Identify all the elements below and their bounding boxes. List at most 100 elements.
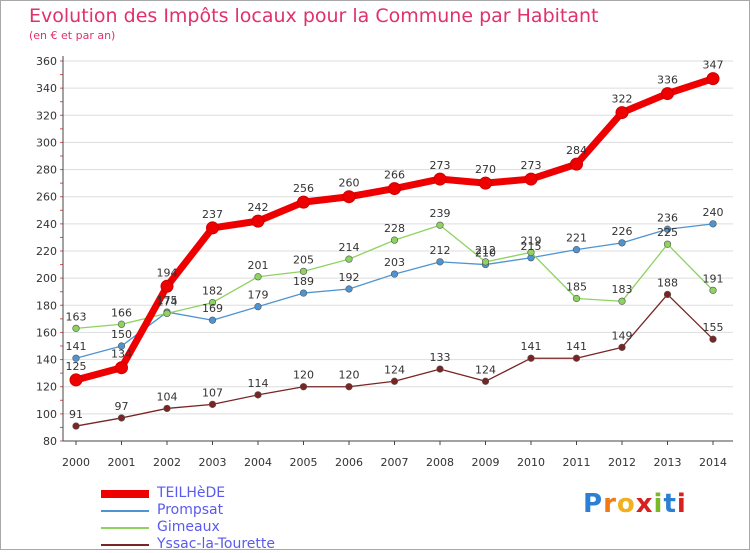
data-point bbox=[254, 273, 262, 281]
data-point bbox=[572, 354, 581, 362]
x-tick-label: 2004 bbox=[244, 456, 272, 469]
legend: TEILHèDE Prompsat Gimeaux Yssac-la-Tourette bbox=[101, 485, 321, 553]
data-label: 226 bbox=[612, 225, 633, 238]
chart-subtitle: (en € et par an) bbox=[29, 29, 116, 42]
x-tick-label: 2009 bbox=[472, 456, 500, 469]
data-label: 104 bbox=[157, 390, 178, 403]
data-point bbox=[479, 176, 492, 190]
data-label: 239 bbox=[430, 207, 451, 220]
data-label: 242 bbox=[248, 201, 269, 214]
legend-item: TEILHèDE bbox=[101, 485, 321, 502]
data-point bbox=[709, 286, 717, 294]
y-tick-label: 240 bbox=[36, 218, 57, 231]
y-tick-label: 360 bbox=[36, 55, 57, 68]
data-point bbox=[345, 255, 353, 263]
data-point bbox=[117, 320, 126, 328]
data-label: 347 bbox=[703, 59, 724, 72]
data-point bbox=[661, 87, 674, 101]
data-label: 212 bbox=[475, 244, 496, 257]
logo-letter: t bbox=[663, 489, 677, 519]
data-label: 114 bbox=[248, 377, 269, 390]
data-point bbox=[163, 404, 171, 413]
data-label: 141 bbox=[521, 340, 542, 353]
data-point bbox=[663, 240, 672, 248]
data-point bbox=[208, 316, 217, 324]
data-label: 124 bbox=[384, 363, 405, 376]
data-point bbox=[299, 289, 308, 297]
data-label: 237 bbox=[202, 208, 223, 221]
data-label: 273 bbox=[430, 159, 451, 172]
data-point bbox=[524, 172, 538, 186]
data-point bbox=[345, 383, 353, 391]
data-label: 182 bbox=[202, 285, 223, 298]
data-point bbox=[251, 214, 265, 228]
data-label: 225 bbox=[657, 226, 678, 239]
logo-letter: x bbox=[635, 489, 654, 519]
data-label: 228 bbox=[384, 222, 405, 235]
logo-letter: r bbox=[603, 489, 617, 519]
y-tick-label: 340 bbox=[36, 82, 57, 95]
data-label: 240 bbox=[703, 206, 724, 219]
x-tick-label: 2002 bbox=[153, 456, 181, 469]
data-label: 169 bbox=[202, 302, 223, 315]
legend-swatch bbox=[101, 510, 149, 512]
data-label: 134 bbox=[111, 348, 132, 361]
x-tick-label: 2014 bbox=[699, 456, 727, 469]
legend-swatch bbox=[101, 527, 149, 529]
x-tick-label: 2003 bbox=[199, 456, 227, 469]
data-label: 166 bbox=[111, 306, 132, 319]
data-label: 141 bbox=[566, 340, 587, 353]
data-label: 120 bbox=[339, 369, 360, 382]
data-label: 191 bbox=[703, 272, 724, 285]
data-label: 155 bbox=[703, 321, 724, 334]
data-point bbox=[208, 298, 217, 307]
data-point bbox=[390, 377, 399, 385]
data-point bbox=[615, 106, 629, 120]
data-label: 212 bbox=[430, 244, 451, 257]
data-point bbox=[254, 303, 262, 311]
data-label: 194 bbox=[157, 266, 178, 279]
y-tick-label: 220 bbox=[36, 245, 57, 258]
data-point bbox=[69, 373, 83, 387]
y-tick-label: 300 bbox=[36, 136, 57, 149]
data-point bbox=[206, 221, 219, 235]
x-tick-label: 2001 bbox=[108, 456, 136, 469]
series-line bbox=[75, 293, 714, 427]
data-point bbox=[436, 365, 444, 373]
y-tick-label: 160 bbox=[36, 326, 57, 339]
legend-label: Gimeaux bbox=[157, 519, 220, 535]
data-label: 270 bbox=[475, 163, 496, 176]
data-label: 260 bbox=[339, 177, 360, 190]
data-label: 175 bbox=[157, 294, 178, 307]
y-tick-label: 200 bbox=[36, 272, 57, 285]
data-point bbox=[570, 157, 583, 171]
data-label: 91 bbox=[69, 408, 83, 421]
y-tick-label: 320 bbox=[36, 109, 57, 122]
data-point bbox=[618, 297, 626, 305]
data-point bbox=[436, 221, 444, 229]
series-teilh-de bbox=[69, 72, 720, 387]
x-tick-label: 2006 bbox=[335, 456, 363, 469]
y-tick-label: 260 bbox=[36, 191, 57, 204]
data-point bbox=[572, 246, 581, 254]
logo-letter: P bbox=[583, 489, 604, 519]
data-point bbox=[709, 335, 717, 343]
data-point bbox=[388, 182, 401, 196]
y-tick-label: 80 bbox=[43, 435, 57, 448]
series-gimeaux bbox=[72, 221, 717, 332]
data-point bbox=[390, 236, 399, 244]
data-point bbox=[299, 267, 308, 275]
data-point bbox=[709, 220, 717, 228]
data-point bbox=[663, 290, 672, 299]
legend-label: Yssac-la-Tourette bbox=[157, 536, 275, 552]
data-label: 107 bbox=[202, 386, 223, 399]
data-point bbox=[297, 195, 310, 209]
logo-letter: i bbox=[676, 489, 687, 519]
legend-swatch bbox=[101, 544, 149, 546]
data-label: 201 bbox=[248, 259, 269, 272]
data-label: 185 bbox=[566, 281, 587, 294]
data-label: 188 bbox=[657, 276, 678, 289]
data-point bbox=[254, 391, 262, 399]
data-point bbox=[481, 377, 490, 385]
